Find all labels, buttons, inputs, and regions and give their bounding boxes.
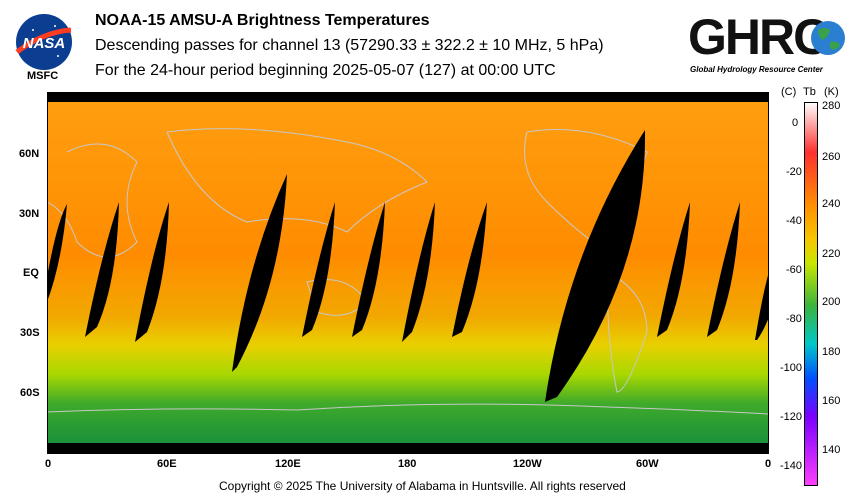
- lat-label-60s: 60S: [20, 387, 40, 399]
- nasa-text: NASA: [23, 35, 66, 52]
- lat-label-30n: 30N: [19, 208, 40, 220]
- ghrc-logo: GHRC Global Hydrology Resource Center: [688, 8, 848, 78]
- nasa-logo: NASA MSFC: [13, 12, 75, 84]
- bottom-no-data-band: [47, 443, 769, 454]
- swath-gaps: [47, 130, 769, 402]
- celsius-tick-5: -100: [780, 362, 803, 374]
- lon-label-60w: 60W: [636, 458, 659, 470]
- celsius-tick-1: -20: [786, 166, 802, 178]
- celsius-tick-0: 0: [792, 117, 799, 129]
- kelvin-tick-3: 220: [822, 248, 841, 260]
- page-title: NOAA-15 AMSU-A Brightness Temperatures: [95, 12, 430, 29]
- lon-label-60e: 60E: [157, 458, 177, 470]
- nasa-meatball-icon: NASA: [15, 14, 72, 70]
- lon-label-120e: 120E: [275, 458, 301, 470]
- celsius-tick-2: -40: [786, 215, 802, 227]
- colorbar-header-k: (K): [824, 86, 839, 98]
- page-subtitle: Descending passes for channel 13 (57290.…: [95, 37, 604, 54]
- coastlines: [47, 128, 769, 415]
- map-frame: [47, 92, 769, 454]
- ghrc-caption: Global Hydrology Resource Center: [690, 65, 823, 74]
- lat-label-60n: 60N: [19, 148, 40, 160]
- colorbar-header-tb: Tb: [803, 86, 816, 98]
- temperature-field: [47, 92, 769, 454]
- celsius-tick-6: -120: [780, 411, 803, 423]
- celsius-tick-4: -80: [786, 313, 802, 325]
- lat-label-30s: 30S: [20, 327, 40, 339]
- kelvin-tick-5: 180: [822, 346, 841, 358]
- colorbar: [804, 102, 818, 486]
- lon-label-0: 0: [45, 458, 52, 470]
- period-text: For the 24-hour period beginning 2025-05…: [95, 62, 556, 79]
- lon-label-120w: 120W: [513, 458, 542, 470]
- brightness-temperature-map: [47, 92, 769, 454]
- kelvin-tick-1: 260: [822, 151, 841, 163]
- top-no-data-band: [47, 92, 769, 102]
- lat-label-eq: EQ: [23, 267, 39, 279]
- colorbar-header-c: (C): [781, 86, 797, 98]
- msfc-text: MSFC: [27, 70, 59, 82]
- kelvin-tick-4: 200: [822, 296, 841, 308]
- kelvin-tick-6: 160: [822, 395, 841, 407]
- kelvin-tick-7: 140: [822, 444, 841, 456]
- lon-label-180: 180: [398, 458, 417, 470]
- celsius-tick-3: -60: [786, 264, 802, 276]
- copyright-text: Copyright © 2025 The University of Alaba…: [219, 479, 626, 493]
- lon-label-0-right: 0: [765, 458, 772, 470]
- ghrc-text: GHRC: [688, 9, 829, 65]
- globe-icon: [811, 21, 845, 55]
- kelvin-tick-0: 280: [822, 100, 841, 112]
- kelvin-tick-2: 240: [822, 198, 841, 210]
- celsius-tick-7: -140: [780, 460, 803, 472]
